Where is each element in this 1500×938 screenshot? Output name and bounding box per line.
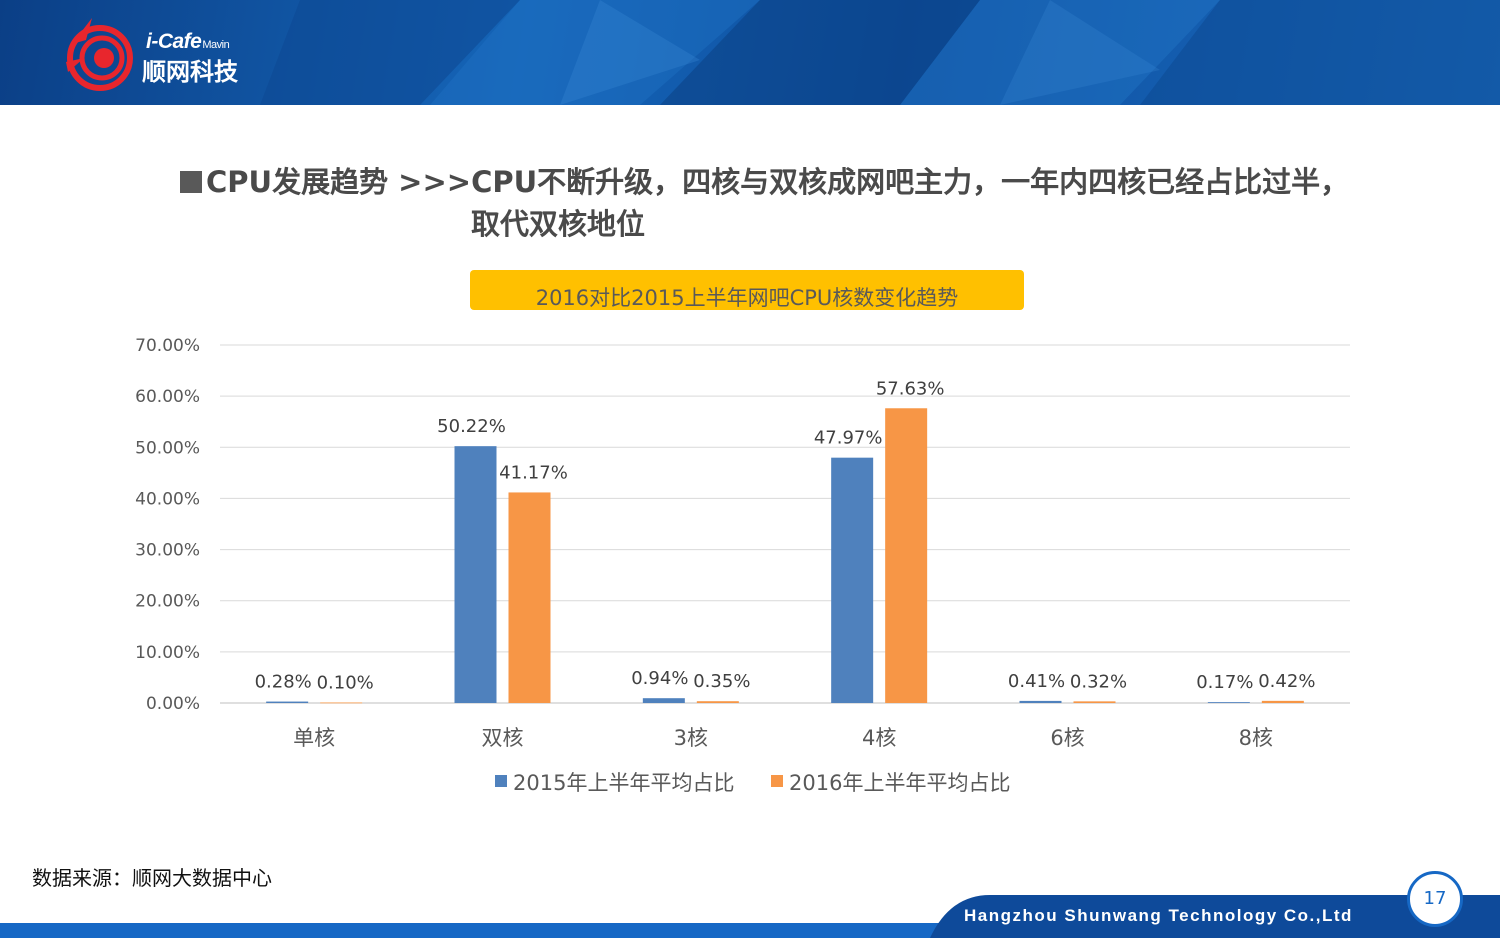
data-label: 57.63% [876, 378, 945, 399]
legend-label: 2016年上半年平均占比 [789, 771, 1010, 795]
x-tick-label: 4核 [862, 726, 896, 750]
bar [454, 446, 497, 703]
slide-headline: CPU发展趋势 >>>CPU不断升级，四核与双核成网吧主力，一年内四核已经占比过… [180, 160, 1480, 241]
data-label: 0.42% [1258, 671, 1315, 692]
y-tick-label: 20.00% [135, 592, 200, 612]
bar [696, 701, 739, 703]
logo-company-cn: 顺网科技 [142, 57, 238, 86]
bar [320, 702, 363, 704]
chart-title: 2016对比2015上半年网吧CPU核数变化趋势 [470, 270, 1024, 310]
y-tick-label: 0.00% [146, 694, 200, 714]
bar-chart: 0.00% 10.00% 20.00% 30.00% 40.00% 50.00% 60.00… [135, 336, 1350, 795]
logo-brand: i-CafeMavin [146, 30, 230, 53]
bar [1261, 700, 1304, 703]
y-tick-label: 40.00% [135, 489, 200, 509]
data-label: 0.35% [693, 671, 750, 692]
bar [266, 701, 309, 703]
bar [508, 492, 551, 703]
data-source: 数据来源：顺网大数据中心 [32, 866, 272, 890]
x-tick-label: 单核 [293, 726, 335, 750]
bar [642, 698, 685, 703]
data-label: 0.41% [1008, 671, 1065, 692]
headline-line1: CPU发展趋势 >>>CPU不断升级，四核与双核成网吧主力，一年内四核已经占比过… [206, 165, 1350, 199]
x-tick-label: 6核 [1050, 726, 1084, 750]
bar [1019, 700, 1062, 703]
data-label: 0.10% [317, 672, 374, 693]
y-tick-label: 30.00% [135, 541, 200, 561]
footer-banner [0, 895, 1500, 938]
legend-swatch [495, 775, 507, 787]
legend-swatch [771, 775, 783, 787]
page-number: 17 [1407, 871, 1463, 927]
data-label: 0.17% [1196, 672, 1253, 693]
data-label: 47.97% [814, 428, 883, 449]
header-banner: i-CafeMavin 顺网科技 [0, 0, 1500, 105]
bar [885, 408, 928, 703]
bar [1073, 701, 1116, 703]
headline-line2: 取代双核地位 [471, 207, 646, 241]
y-tick-label: 60.00% [135, 387, 200, 407]
y-tick-label: 10.00% [135, 643, 200, 663]
data-label: 50.22% [437, 416, 506, 437]
bar [1207, 702, 1250, 703]
footer-company-en: Hangzhou Shunwang Technology Co.,Ltd [964, 906, 1353, 925]
y-tick-label: 50.00% [135, 438, 200, 458]
banner-pattern [260, 0, 1500, 105]
company-logo: i-CafeMavin 顺网科技 [62, 14, 292, 92]
x-tick-label: 8核 [1239, 726, 1273, 750]
data-label: 41.17% [499, 462, 568, 483]
legend-label: 2015年上半年平均占比 [513, 771, 734, 795]
data-label: 0.94% [631, 668, 688, 689]
y-tick-label: 70.00% [135, 336, 200, 356]
bar [831, 457, 874, 703]
data-label: 0.32% [1070, 671, 1127, 692]
data-label: 0.28% [255, 672, 312, 693]
x-tick-label: 3核 [674, 726, 708, 750]
x-tick-label: 双核 [482, 726, 524, 750]
bullet-square-icon [180, 171, 202, 193]
logo-target-icon [66, 18, 133, 91]
